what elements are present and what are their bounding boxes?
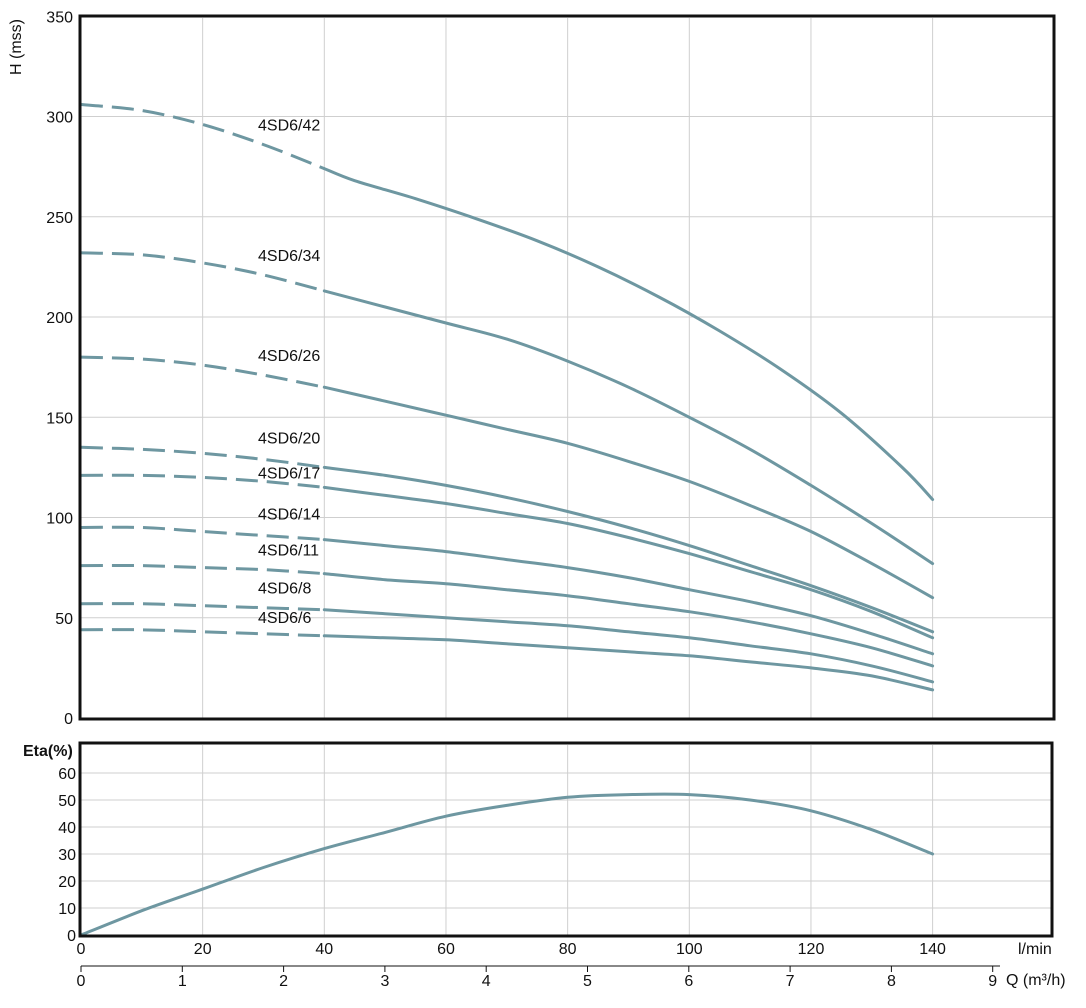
x-tick-label-lmin: 20: [194, 941, 212, 958]
head-y-axis-label: H (mss): [8, 19, 25, 75]
curve-label: 4SD6/8: [258, 581, 311, 598]
head-plot-frame: [78, 14, 1056, 721]
x-tick-label-m3h: 8: [887, 973, 896, 990]
eta-y-axis-label: Eta(%): [23, 743, 73, 760]
curve-label: 4SD6/34: [258, 248, 320, 265]
x-tick-label-lmin: 100: [676, 941, 703, 958]
head-y-tick-label: 250: [46, 210, 73, 227]
curve-label: 4SD6/6: [258, 610, 311, 627]
curve-label: 4SD6/26: [258, 348, 320, 365]
eta-y-tick-label: 30: [58, 847, 76, 864]
x-tick-label-m3h: 6: [684, 973, 693, 990]
eta-plot-frame: [78, 741, 1054, 938]
eta-y-tick-label: 0: [67, 928, 76, 945]
x-tick-label-lmin: 0: [77, 941, 86, 958]
x-tick-label-m3h: 0: [77, 973, 86, 990]
eta-y-tick-label: 50: [58, 793, 76, 810]
head-curve-solid: [322, 572, 935, 668]
head-grid: [81, 18, 1053, 718]
x-ticks-lmin: 0 20 40 60 80 100 120 140: [77, 941, 946, 958]
x-axis-label-lmin: l/min: [1018, 941, 1052, 958]
curve-label: 4SD6/17: [258, 465, 320, 482]
x-tick-label-m3h: 7: [786, 973, 795, 990]
head-curve-dashed: [80, 445, 325, 469]
x-axis-label-m3h: Q (m³/h): [1006, 972, 1066, 989]
head-curve-dashed: [80, 355, 325, 389]
head-curve-solid: [322, 634, 935, 692]
x-tick-label-m3h: 5: [583, 973, 592, 990]
x-tick-label-lmin: 140: [919, 941, 946, 958]
head-curve-solid: [322, 538, 935, 656]
head-y-tick-label: 0: [64, 711, 73, 728]
head-curve-dashed: [80, 602, 325, 612]
head-curve-labels: 4SD6/42 4SD6/34 4SD6/26 4SD6/20 4SD6/17 4SD6/…: [258, 118, 320, 627]
eta-curve: [79, 792, 935, 937]
x-tick-label-lmin: 40: [315, 941, 333, 958]
head-curve-solid: [322, 485, 935, 640]
curve-label: 4SD6/42: [258, 118, 320, 135]
curve-label: 4SD6/20: [258, 430, 320, 447]
eta-grid: [81, 745, 1051, 935]
eta-y-tick-label: 40: [58, 820, 76, 837]
x-tick-label-m3h: 2: [279, 973, 288, 990]
head-y-tick-label: 50: [55, 611, 73, 628]
curve-label: 4SD6/11: [258, 543, 319, 560]
head-curve-solid: [322, 167, 935, 501]
x-tick-label-lmin: 80: [559, 941, 577, 958]
head-y-tick-label: 200: [46, 310, 73, 327]
head-curve-solid: [322, 465, 935, 634]
head-curve-dashed: [80, 563, 325, 576]
eta-curve-line: [79, 792, 935, 937]
x-tick-label-m3h: 1: [178, 973, 187, 990]
x-tick-label-m3h: 3: [380, 973, 389, 990]
head-curve-dashed: [80, 103, 325, 170]
head-curve-dashed: [80, 525, 325, 542]
eta-y-tick-label: 60: [58, 766, 76, 783]
x-tick-label-m3h: 9: [988, 973, 997, 990]
head-curve-dashed: [80, 473, 325, 489]
head-curve-dashed: [80, 628, 325, 638]
x-ticks-m3h: 0 1 2 3 4 5 6 7 8 9: [77, 965, 1000, 990]
eta-y-tick-label: 10: [58, 901, 76, 918]
eta-y-ticks: 0 10 20 30 40 50 60: [58, 766, 76, 945]
head-y-ticks: 0 50 100 150 200 250 300 350: [46, 9, 73, 728]
head-curve-solid: [322, 608, 935, 684]
head-curve-dashed: [80, 251, 325, 293]
x-tick-label-m3h: 4: [482, 973, 491, 990]
head-curve-solid: [322, 385, 935, 600]
head-y-tick-label: 300: [46, 110, 73, 127]
x-tick-label-lmin: 60: [437, 941, 455, 958]
head-curve-solid: [322, 289, 935, 566]
head-curves: [80, 103, 935, 692]
head-y-tick-label: 150: [46, 410, 73, 427]
head-y-tick-label: 100: [46, 511, 73, 528]
head-y-tick-label: 350: [46, 9, 73, 26]
curve-label: 4SD6/14: [258, 507, 320, 524]
eta-y-tick-label: 20: [58, 874, 76, 891]
x-tick-label-lmin: 120: [798, 941, 825, 958]
